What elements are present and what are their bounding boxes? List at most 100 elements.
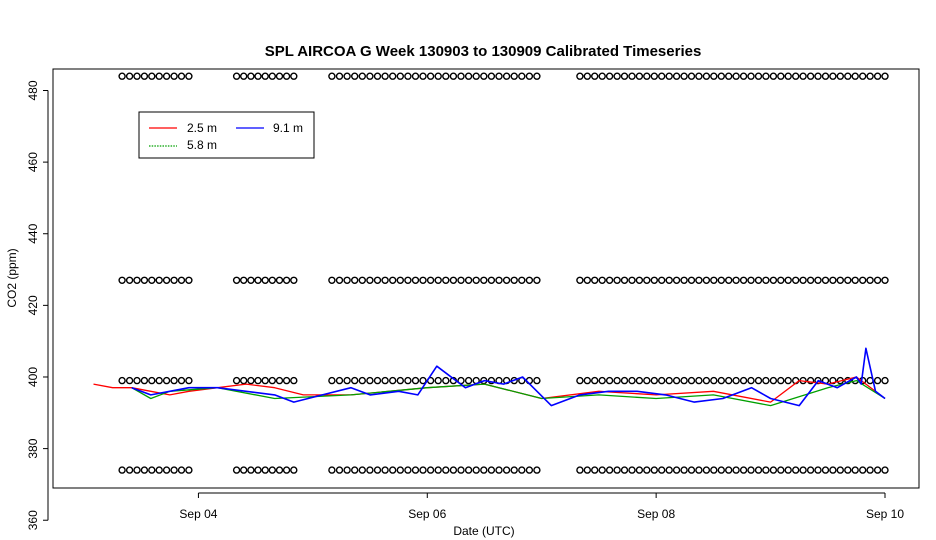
- marker-3-3-7: [628, 466, 636, 474]
- marker-1-3-27: [777, 276, 785, 284]
- marker-3-2-6: [373, 466, 382, 474]
- marker-0-0-9: [185, 72, 193, 80]
- marker-0-2-9: [396, 72, 404, 80]
- marker-1-2-22: [495, 276, 503, 284]
- marker-2-2-4: [358, 376, 366, 385]
- marker-3-2-13: [426, 466, 435, 474]
- marker-1-3-32: [814, 276, 822, 284]
- marker-2-2-5: [366, 376, 374, 385]
- marker-2-3-28: [784, 376, 792, 385]
- marker-3-1-7: [282, 466, 291, 474]
- marker-0-3-20: [725, 72, 733, 80]
- legend-box: [138, 111, 315, 159]
- marker-0-3-32: [814, 72, 822, 80]
- marker-1-0-9: [185, 276, 193, 284]
- marker-3-0-8: [177, 466, 186, 474]
- marker-2-0-4: [148, 376, 156, 385]
- legend-label-0: 2.5 m: [187, 121, 217, 135]
- marker-3-3-17: [702, 466, 711, 474]
- marker-3-2-22: [495, 466, 503, 474]
- marker-1-3-18: [710, 276, 718, 284]
- marker-3-1-3: [254, 466, 262, 474]
- marker-0-2-4: [358, 72, 366, 80]
- marker-2-3-41: [881, 376, 889, 385]
- marker-0-3-24: [754, 72, 763, 80]
- marker-0-0-7: [170, 72, 178, 80]
- marker-1-2-5: [366, 276, 374, 284]
- marker-3-3-12: [665, 466, 673, 474]
- marker-3-1-8: [290, 466, 298, 474]
- marker-3-3-14: [680, 466, 688, 474]
- marker-1-1-6: [275, 276, 284, 284]
- marker-1-3-41: [881, 276, 889, 284]
- marker-1-0-4: [148, 276, 156, 284]
- marker-3-0-2: [133, 466, 141, 474]
- legend-label-2: 9.1 m: [273, 121, 303, 135]
- marker-1-0-6: [162, 276, 171, 284]
- marker-0-2-12: [419, 72, 427, 80]
- marker-2-3-20: [725, 376, 733, 385]
- marker-0-3-21: [732, 72, 740, 80]
- marker-0-2-5: [366, 72, 374, 80]
- marker-3-2-1: [335, 466, 344, 474]
- marker-1-2-23: [502, 276, 511, 284]
- marker-0-2-6: [373, 72, 382, 80]
- marker-3-3-34: [829, 466, 837, 474]
- marker-0-2-26: [525, 72, 534, 80]
- marker-2-2-15: [442, 376, 450, 385]
- marker-1-3-23: [747, 276, 755, 284]
- marker-2-0-9: [185, 376, 193, 385]
- marker-3-2-19: [472, 466, 480, 474]
- marker-1-3-8: [635, 276, 644, 284]
- marker-0-2-1: [335, 72, 344, 80]
- marker-0-3-3: [598, 72, 606, 80]
- marker-0-3-2: [591, 72, 599, 80]
- marker-2-2-7: [381, 376, 389, 385]
- marker-0-2-21: [487, 72, 496, 80]
- marker-2-2-8: [389, 376, 397, 385]
- marker-1-3-6: [620, 276, 629, 284]
- y-axis-title: CO2 (ppm): [5, 248, 19, 307]
- marker-3-2-16: [449, 466, 458, 474]
- series-lines: [93, 347, 886, 407]
- marker-3-3-4: [605, 466, 614, 474]
- marker-2-0-1: [125, 376, 134, 385]
- marker-3-3-39: [866, 466, 874, 474]
- marker-0-1-0: [232, 72, 241, 80]
- marker-1-3-5: [613, 276, 621, 284]
- x-axis-title: Date (UTC): [453, 524, 514, 538]
- marker-2-3-16: [695, 376, 703, 385]
- marker-0-1-4: [261, 72, 269, 80]
- marker-1-2-15: [442, 276, 450, 284]
- marker-3-2-8: [389, 466, 397, 474]
- marker-0-3-39: [866, 72, 874, 80]
- marker-2-1-7: [282, 376, 291, 385]
- marker-2-3-11: [658, 376, 666, 385]
- marker-1-3-12: [665, 276, 673, 284]
- marker-0-3-37: [851, 72, 859, 80]
- marker-1-3-24: [754, 276, 763, 284]
- marker-3-1-2: [247, 466, 255, 474]
- marker-3-3-27: [777, 466, 785, 474]
- marker-2-3-12: [665, 376, 673, 385]
- marker-2-3-25: [762, 376, 770, 385]
- marker-1-3-3: [598, 276, 606, 284]
- marker-2-1-2: [247, 376, 255, 385]
- marker-0-2-24: [510, 72, 518, 80]
- marker-3-3-10: [650, 466, 658, 474]
- series-line-2: [131, 347, 886, 407]
- marker-1-1-5: [268, 276, 276, 284]
- marker-0-1-2: [247, 72, 255, 80]
- marker-2-2-12: [419, 376, 427, 385]
- marker-1-3-31: [806, 276, 815, 284]
- marker-2-3-8: [635, 376, 644, 385]
- marker-1-2-4: [358, 276, 366, 284]
- marker-0-0-6: [162, 72, 171, 80]
- marker-2-2-2: [343, 376, 351, 385]
- marker-0-2-27: [533, 72, 541, 80]
- marker-1-2-10: [404, 276, 412, 284]
- marker-points: [118, 72, 889, 474]
- marker-2-2-14: [434, 376, 442, 385]
- marker-1-2-27: [533, 276, 541, 284]
